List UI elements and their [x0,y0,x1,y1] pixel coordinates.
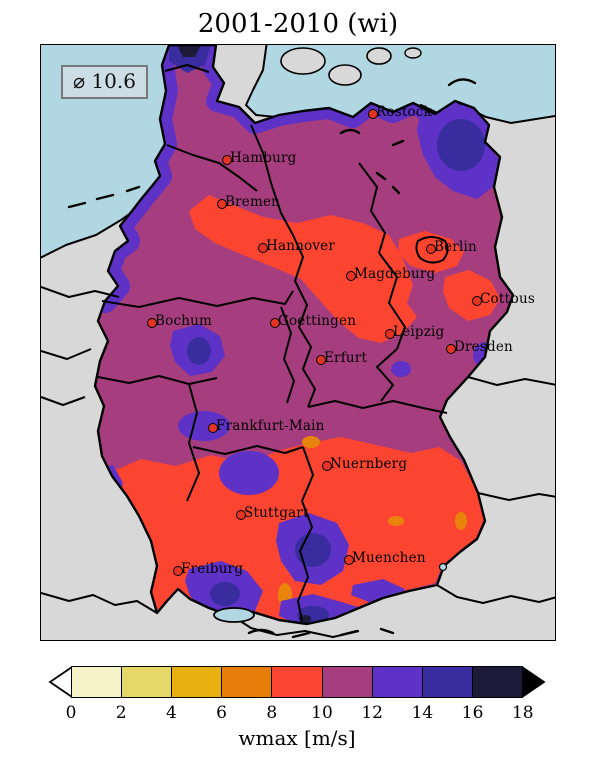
city-label: Magdeburg [354,266,436,282]
city-dot-icon [385,329,395,339]
city-label: Stuttgart [244,505,309,521]
colorbar-tick-label: 14 [411,703,434,723]
city-dot-icon [322,461,332,471]
colorbar-segment [271,667,322,697]
city-dot-icon [368,109,378,119]
colorbar-tick-label: 10 [311,703,333,723]
lake-chiemsee [438,562,448,572]
city-label: Bremen [225,194,281,210]
state-borders [97,124,449,622]
city-label: Freiburg [181,561,244,577]
city-dot-icon [344,555,354,565]
city-dot-icon [346,271,356,281]
city-label: Dresden [454,339,513,355]
colorbar [48,666,546,698]
city-dot-icon [222,155,232,165]
colorbar-segment [421,667,472,697]
city-dot-icon [258,243,268,253]
city-dot-icon [173,566,183,576]
colorbar-tick-label: 16 [461,703,484,723]
map-panel: ⌀ 10.6 Rostock Hamburg Bremen Hannover Berli… [40,44,556,641]
figure-title: 2001-2010 (wi) [197,9,399,39]
city-label: Nuernberg [330,456,408,472]
city-label: Bochum [155,313,212,329]
colorbar-segment [321,667,372,697]
colorbar-segment [471,667,522,697]
colorbar-tick-label: 6 [216,703,228,723]
mean-value-badge: ⌀ 10.6 [61,65,148,99]
germany-map-svg [41,45,555,640]
city-dot-icon [316,355,326,365]
colorbar-ticks: 0 2 4 6 8 10 12 14 16 18 [48,703,546,725]
colorbar-segments [71,666,523,698]
colorbar-segment [371,667,422,697]
colorbar-tick-label: 18 [511,703,534,723]
city-dot-icon [426,244,436,254]
colorbar-segment [221,667,272,697]
colorbar-tick-label: 12 [361,703,384,723]
city-label: Berlin [434,239,477,255]
city-label: Hannover [266,238,336,254]
colorbar-tick-label: 2 [115,703,127,723]
city-label: Frankfurt-Main [216,418,325,434]
city-label: Goettingen [278,313,357,329]
city-dot-icon [147,318,157,328]
city-dot-icon [446,344,456,354]
field-center-8-10 [189,195,417,343]
colorbar-segment [72,667,122,697]
colorbar-tick-label: 0 [65,703,77,723]
city-dot-icon [217,199,227,209]
colorbar-under-arrow [48,666,72,698]
city-label: Muenchen [352,550,426,566]
city-label: Leipzig [393,324,445,340]
field-cottbus-8-10 [443,270,500,321]
city-dot-icon [236,510,246,520]
city-dot-icon [208,423,218,433]
city-dot-icon [270,318,280,328]
colorbar-segment [171,667,222,697]
city-dot-icon [472,296,482,306]
colorbar-tick-label: 8 [266,703,278,723]
lake-constance [213,607,255,623]
germany-border [93,45,515,626]
city-label: Erfurt [324,350,368,366]
city-label: Cottbus [480,291,535,307]
foreign-borders [41,64,555,638]
colorbar-segment [121,667,172,697]
colorbar-label: wmax [m/s] [238,726,356,750]
colorbar-tick-label: 4 [165,703,177,723]
city-label: Rostock [376,104,432,120]
colorbar-over-arrow [522,666,546,698]
city-label: Hamburg [230,150,297,166]
small-features [67,78,477,639]
